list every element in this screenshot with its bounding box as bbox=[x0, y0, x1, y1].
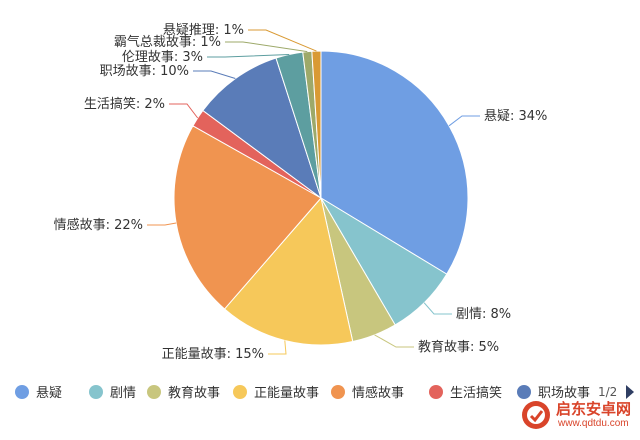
leader-line-2 bbox=[374, 334, 414, 348]
slice-label-3: 正能量故事: 15% bbox=[162, 347, 264, 362]
slice-label-9: 悬疑推理: 1% bbox=[163, 22, 244, 38]
leader-line-9 bbox=[248, 29, 317, 52]
legend-marker-5[interactable] bbox=[429, 385, 443, 399]
leader-line-3 bbox=[268, 340, 287, 355]
legend-label-4[interactable]: 情感故事 bbox=[352, 385, 404, 401]
pie-labels: 悬疑: 34% 剧情: 8% 教育故事: 5% 正能量故事: 15% 情感故事: 22%… bbox=[54, 22, 548, 362]
slice-label-7: 伦理故事: 3% bbox=[122, 50, 203, 65]
legend: 悬疑 剧情 教育故事 正能量故事 情感故事 生活搞笑 职场故事 1/2 bbox=[15, 385, 634, 401]
legend-marker-3[interactable] bbox=[233, 385, 247, 399]
slice-label-2: 教育故事: 5% bbox=[418, 339, 499, 355]
legend-marker-4[interactable] bbox=[331, 385, 345, 399]
legend-label-0[interactable]: 悬疑 bbox=[36, 385, 62, 401]
legend-label-1[interactable]: 剧情 bbox=[110, 386, 136, 401]
slice-label-4: 情感故事: 22% bbox=[54, 217, 143, 233]
slice-label-1: 剧情: 8% bbox=[456, 307, 511, 322]
leader-line-7 bbox=[207, 53, 290, 58]
legend-page-indicator: 1/2 bbox=[598, 385, 617, 399]
pie-label-leaders bbox=[147, 29, 480, 355]
slice-label-6: 职场故事: 10% bbox=[100, 64, 189, 79]
legend-label-2[interactable]: 教育故事 bbox=[168, 385, 220, 401]
legend-label-3[interactable]: 正能量故事 bbox=[254, 386, 319, 401]
slice-0[interactable] bbox=[320, 50, 469, 275]
watermark-url: www.qdtdu.com bbox=[558, 418, 629, 429]
watermark: 启东安卓网 www.qdtdu.com bbox=[516, 396, 634, 436]
legend-marker-6[interactable] bbox=[517, 385, 531, 399]
legend-label-5[interactable]: 生活搞笑 bbox=[450, 385, 502, 401]
leader-line-4 bbox=[147, 222, 177, 226]
slice-label-5: 生活搞笑: 2% bbox=[84, 96, 165, 112]
leader-line-5 bbox=[169, 103, 199, 119]
legend-next-page-icon[interactable] bbox=[626, 385, 634, 399]
watermark-title: 启东安卓网 bbox=[556, 400, 632, 418]
slice-label-8: 霸气总裁故事: 1% bbox=[114, 34, 221, 50]
pie-slices bbox=[173, 50, 469, 346]
legend-marker-1[interactable] bbox=[89, 385, 103, 399]
legend-marker-0[interactable] bbox=[15, 385, 29, 399]
leader-line-0 bbox=[448, 115, 480, 127]
slice-6[interactable] bbox=[202, 57, 322, 200]
leader-line-8 bbox=[225, 41, 308, 53]
slice-label-0: 悬疑: 34% bbox=[484, 108, 547, 124]
legend-label-6[interactable]: 职场故事 bbox=[538, 386, 590, 401]
legend-marker-2[interactable] bbox=[147, 385, 161, 399]
leader-line-1 bbox=[423, 302, 452, 315]
leader-line-6 bbox=[193, 70, 236, 80]
watermark-logo-icon bbox=[522, 401, 550, 429]
